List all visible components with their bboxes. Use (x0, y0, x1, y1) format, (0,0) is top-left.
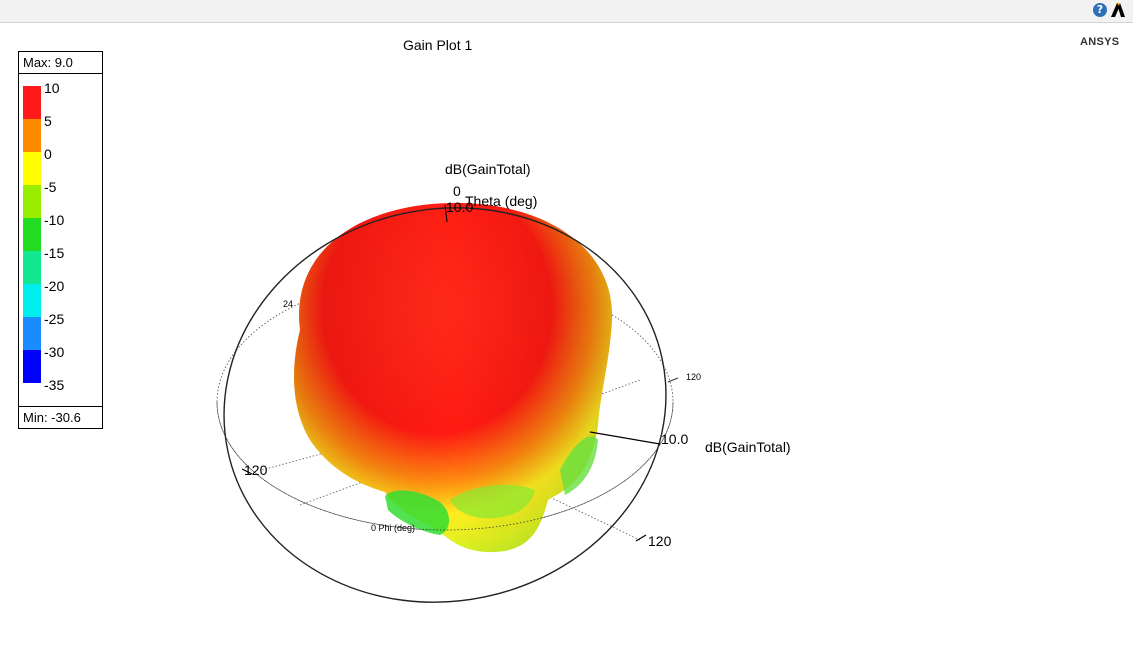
ansys-wordmark: ANSYS (1080, 36, 1120, 48)
ring-tick (667, 377, 679, 383)
legend-tick-label: 5 (44, 113, 52, 129)
phi-tick (241, 468, 253, 475)
gain-axis-line (589, 431, 661, 445)
top-toolbar: ? (0, 0, 1133, 23)
ring-right-tick-label: 120 (686, 372, 702, 382)
legend-tick-label: -15 (44, 245, 65, 261)
legend-tick-label: -20 (44, 278, 65, 294)
ring-left-tick-label: 24 (283, 299, 294, 309)
legend-tick-label: -5 (44, 179, 57, 195)
legend-swatch (23, 152, 41, 185)
gain-axis-value: 10.0 (661, 431, 689, 447)
z-axis-tick (444, 204, 448, 223)
legend-max: Max: 9.0 (19, 52, 102, 74)
legend-swatch (23, 218, 41, 251)
gain-axis-quantity: dB(GainTotal) (705, 439, 791, 455)
ansys-logo-icon (1111, 3, 1125, 17)
left-phi-tick-label: 120 (244, 462, 268, 478)
legend-swatch (23, 284, 41, 317)
side-lobe (560, 436, 598, 495)
legend-swatch (23, 350, 41, 383)
theta-zero-label: 0 (453, 183, 461, 199)
legend-min: Min: -30.6 (19, 406, 102, 428)
legend-tick-label: -30 (44, 344, 65, 360)
legend-swatch (23, 317, 41, 350)
theta-axis-label: Theta (deg) (465, 193, 538, 209)
legend-tick-label: -10 (44, 212, 65, 228)
phi-tick (635, 534, 647, 542)
legend-swatch (23, 185, 41, 218)
plot-title: Gain Plot 1 (403, 37, 473, 53)
phi-axis-label: 0 Phi (deg) (371, 523, 416, 533)
theta-ring (223, 207, 667, 603)
help-icon[interactable]: ? (1093, 3, 1107, 17)
legend-swatch (23, 251, 41, 284)
legend-tick-label: 10 (44, 80, 60, 96)
legend-tick-label: -25 (44, 311, 65, 327)
side-lobe (385, 490, 449, 535)
z-axis-quantity-label: dB(GainTotal) (445, 161, 531, 177)
phi-ring-front (216, 401, 674, 531)
side-lobe (450, 484, 535, 519)
bottom-phi-tick-label: 120 (648, 533, 672, 549)
legend-swatch (23, 119, 41, 152)
legend-tick-label: 0 (44, 146, 52, 162)
legend-tick-label: -35 (44, 377, 65, 393)
color-legend: Max: 9.0 Min: -30.6 10 5 0 -5 -10 -15 -20 -25 -3… (18, 51, 103, 429)
legend-swatch (23, 86, 41, 119)
theta-value-label: 10.0 (446, 199, 474, 215)
